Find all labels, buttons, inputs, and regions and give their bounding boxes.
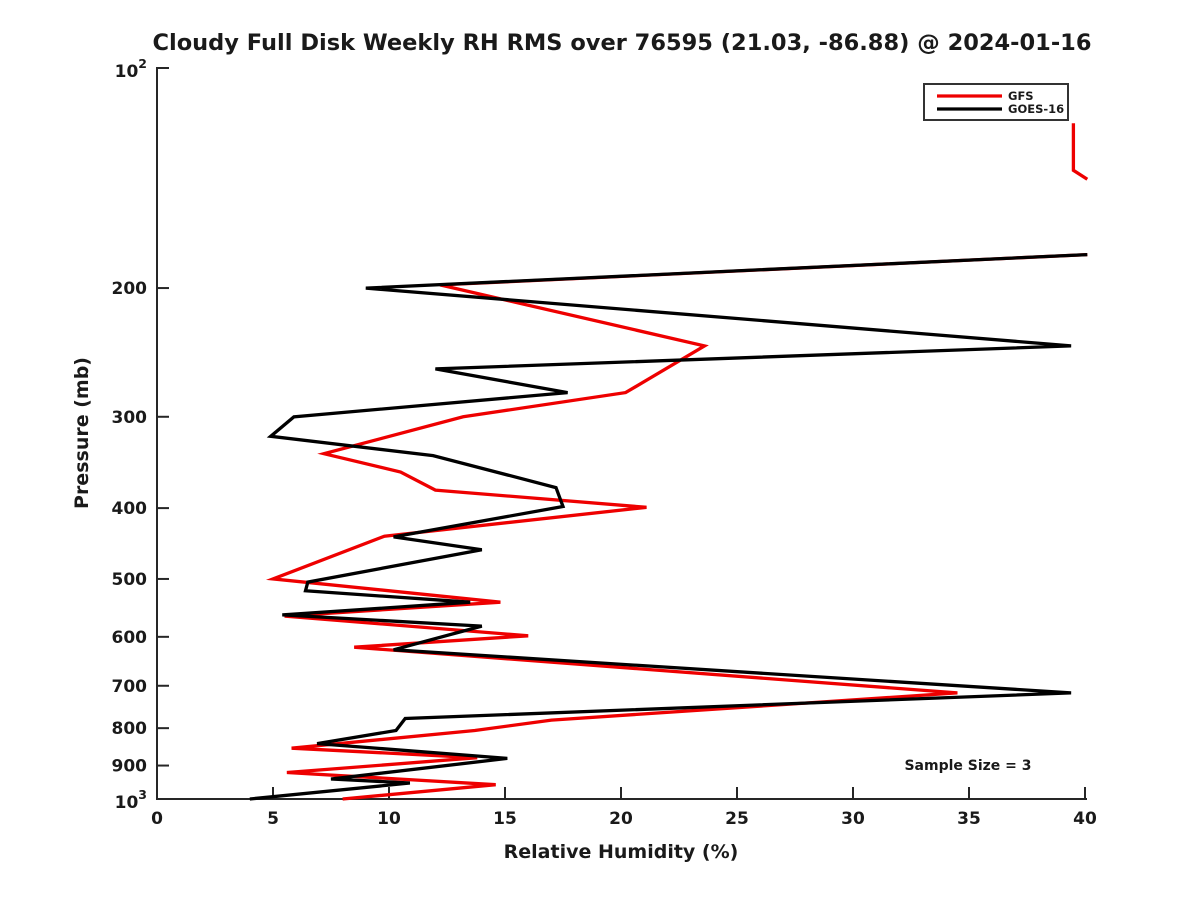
axes: [156, 67, 1087, 800]
data-series-layer: [249, 123, 1089, 801]
legend-label-gfs: GFS: [1008, 89, 1034, 103]
x-tick-label: 40: [1073, 809, 1097, 829]
x-tick-label: 5: [267, 809, 279, 829]
y-tick-label: 103: [115, 787, 147, 813]
x-tick-label: 20: [609, 809, 633, 829]
y-axis-label: Pressure (mb): [71, 357, 93, 509]
y-axis-ticks: 102 200 300 400 500 600 700 800 900 103: [112, 56, 169, 813]
x-axis-ticks: 0 5 10 15 20 25 30 35 40: [151, 787, 1097, 829]
series-line-gfs: [265, 252, 1088, 801]
legend-box: [923, 83, 1069, 121]
y-tick-label: 500: [112, 570, 148, 590]
y-tick-label: 600: [112, 628, 148, 648]
x-tick-label: 10: [377, 809, 401, 829]
y-tick-label: 300: [112, 408, 148, 428]
x-axis-label: Relative Humidity (%): [504, 841, 739, 863]
x-tick-label: 15: [493, 809, 517, 829]
x-tick-label: 0: [151, 809, 163, 829]
x-tick-label: 35: [957, 809, 981, 829]
y-tick-label: 102: [115, 56, 147, 82]
y-tick-label: 800: [112, 719, 148, 739]
series-line-gfs: [1071, 123, 1089, 181]
y-tick-label: 900: [112, 757, 148, 777]
chart-title: Cloudy Full Disk Weekly RH RMS over 7659…: [152, 30, 1091, 56]
x-tick-label: 30: [841, 809, 865, 829]
x-tick-label: 25: [725, 809, 749, 829]
y-tick-label: 400: [112, 499, 148, 519]
y-tick-label: 200: [112, 279, 148, 299]
sample-size-annotation: Sample Size = 3: [904, 758, 1031, 774]
legend-label-goes16: GOES-16: [1008, 102, 1064, 116]
legend: GFS GOES-16: [923, 83, 1069, 121]
y-tick-label: 700: [112, 677, 148, 697]
series-line-goes-16: [249, 252, 1088, 801]
